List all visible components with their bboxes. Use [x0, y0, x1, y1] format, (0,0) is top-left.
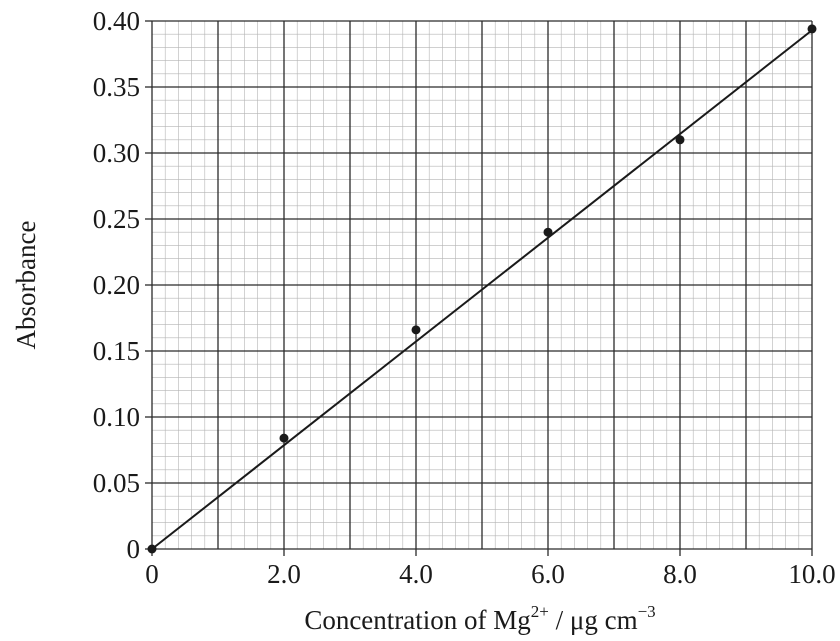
data-point [675, 135, 685, 145]
x-tick-labels: 0 2.0 4.0 6.0 8.0 10.0 [145, 559, 835, 589]
x-axis-label-middle: / μg cm [549, 605, 638, 635]
x-tick-label: 6.0 [531, 559, 565, 589]
data-point [147, 544, 157, 554]
y-tick-label: 0.25 [93, 204, 140, 234]
major-grid [145, 20, 813, 556]
y-tick-label: 0.15 [93, 336, 140, 366]
x-axis-label-sup2: −3 [638, 602, 656, 621]
y-tick-label: 0.35 [93, 72, 140, 102]
line-of-best-fit [151, 29, 813, 550]
points-layer [147, 24, 817, 554]
x-tick-label: 8.0 [663, 559, 697, 589]
y-axis-label: Absorbance [11, 221, 41, 350]
x-axis-label-sup1: 2+ [531, 602, 549, 621]
y-tick-label: 0.40 [93, 6, 140, 36]
x-tick-label: 0 [145, 559, 159, 589]
y-tick-label: 0.10 [93, 402, 140, 432]
y-tick-labels: 0 0.05 0.10 0.15 0.20 0.25 0.30 0.35 0.40 [93, 6, 140, 564]
data-point [279, 433, 289, 443]
y-tick-label: 0.20 [93, 270, 140, 300]
y-tick-label: 0.30 [93, 138, 140, 168]
data-point [543, 227, 553, 237]
x-axis-label-main: Concentration of Mg [304, 605, 530, 635]
x-tick-label: 2.0 [267, 559, 301, 589]
x-tick-label: 4.0 [399, 559, 433, 589]
y-tick-label: 0.05 [93, 468, 140, 498]
y-tick-label: 0 [127, 534, 141, 564]
data-point [411, 325, 421, 335]
x-axis-label: Concentration of Mg2+ / μg cm−3 [304, 602, 655, 635]
data-point [807, 24, 817, 34]
x-tick-label: 10.0 [788, 559, 835, 589]
fit-layer [151, 29, 813, 550]
